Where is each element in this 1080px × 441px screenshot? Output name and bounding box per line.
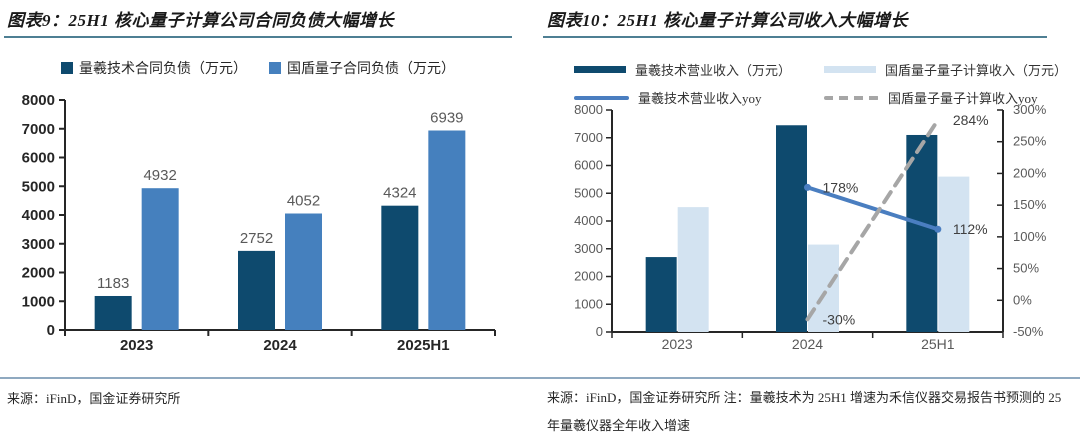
legend-label: 量羲技术合同负债（万元） [79,62,247,77]
y-axis-tick-label: 2000 [22,265,55,282]
legend-item: 国盾量子量子计算收入yoy [824,88,1067,107]
legend-dashed-line-swatch-icon [824,95,879,100]
figure9-title: 图表9：25H1 核心量子计算公司合同负债大幅增长 [7,11,394,30]
left-axis-tick-label: 6000 [574,158,603,173]
x-axis-category-label: 2023 [120,337,153,354]
bar-data-label: 4324 [383,185,416,202]
right-axis-tick-label: 50% [1013,261,1039,276]
left-axis-tick-label: 4000 [574,213,603,228]
line-point-marker [804,183,811,191]
figure9-source-text: 来源：iFinD，国金证券研究所 [7,391,181,406]
bar [808,244,839,332]
yoy-point-label: 284% [953,112,989,128]
y-axis-tick-label: 0 [47,322,55,339]
right-axis-tick-label: 250% [1013,134,1047,149]
left-axis-tick-label: 2000 [574,269,603,284]
figure10-combo-chart: 0 1000 2000 3000 4000 5000 6000 7000 8000 -50% 0% 5… [574,102,1047,352]
y-axis-tick-label: 6000 [22,150,55,167]
figure9-footer-rule [0,377,540,379]
legend-label: 国盾量子量子计算收入（万元） [885,63,1068,78]
legend-label: 国盾量子合同负债（万元） [287,62,455,77]
figure9-title-rule [4,36,512,38]
yoy-point-label: 178% [823,179,859,195]
figure9-panel: 图表9：25H1 核心量子计算公司合同负债大幅增长 量羲技术合同负债（万元） 国盾… [0,11,540,407]
bar [677,207,709,332]
figure10-note-text: 注：量羲技术为 25H1 增速为禾信仪器交易报告书预测的 25 年量羲仪器全年收… [547,390,1062,433]
legend-item: 国盾量子量子计算收入（万元） [824,60,1067,79]
legend-item: 量羲技术营业收入（万元） [574,60,824,79]
yoy-point-label: 112% [953,221,988,237]
legend-item: 国盾量子合同负债（万元） [269,58,455,78]
left-axis-tick-label: 0 [596,324,603,339]
figure10-source: 来源：iFinD，国金证券研究所 注：量羲技术为 25H1 增速为禾信仪器交易报… [547,384,1072,440]
bar-data-label: 4052 [287,193,320,210]
bar [381,205,419,330]
bar [776,125,807,332]
bar-data-label: 1183 [97,275,129,292]
y-axis-tick-label: 5000 [22,178,55,195]
y-axis-tick-label: 8000 [22,92,55,109]
figure10-title-rule [543,36,1047,38]
left-axis-tick-label: 3000 [574,241,603,256]
legend-bar-swatch-icon [824,66,876,73]
figure10-legend: 量羲技术营业收入（万元） 国盾量子量子计算收入（万元） 量羲技术营业收入yoy 国盾量… [574,60,1067,107]
legend-item: 量羲技术营业收入yoy [574,88,824,107]
right-axis-tick-label: 150% [1013,197,1047,212]
y-axis-tick-label: 3000 [22,236,55,253]
yoy-point-label: -30% [823,311,856,327]
right-axis-tick-label: 0% [1013,292,1032,307]
x-axis-category-label: 2025H1 [397,337,450,354]
bar [238,250,275,330]
yoy-dashed-line [805,118,940,322]
bar [906,134,938,332]
x-axis-category-label: 25H1 [921,336,955,352]
bar [94,295,132,330]
legend-bar-swatch-icon [574,66,626,73]
y-axis-tick-label: 7000 [22,121,55,138]
legend-label: 量羲技术营业收入（万元） [635,63,792,78]
bar [141,188,179,330]
left-axis-tick-label: 7000 [574,130,603,145]
y-axis-tick-label: 1000 [22,293,55,310]
bar-data-label: 6939 [430,110,463,127]
right-axis-tick-label: 100% [1013,229,1047,244]
figure10-source-text: 来源：iFinD，国金证券研究所 [547,390,721,405]
figure9-bar-chart: 0 1000 2000 3000 4000 5000 6000 7000 8000 2023 202… [22,92,496,354]
x-axis-category-label: 2023 [662,336,693,352]
y-axis-tick-label: 4000 [22,207,55,224]
legend-square-swatch-icon [61,62,73,74]
left-axis-tick-label: 1000 [574,296,603,311]
legend-square-swatch-icon [269,62,281,74]
left-axis-tick-label: 8000 [574,102,603,117]
bar [938,176,970,332]
legend-label: 量羲技术营业收入yoy [638,91,762,106]
left-axis-tick-label: 5000 [574,185,603,200]
line-point-marker [934,225,942,233]
bar [645,257,677,332]
yoy-line [805,185,940,232]
bar [428,130,466,330]
bar-data-label: 4932 [143,167,176,184]
x-axis-category-label: 2024 [263,337,297,354]
figure10-panel: 图表10：25H1 核心量子计算公司收入大幅增长 量羲技术营业收入（万元） 国盾量… [540,0,1080,441]
legend-line-swatch-icon [574,95,629,100]
bar-data-label: 2752 [240,230,273,247]
figure9-source: 来源：iFinD，国金证券研究所 [7,388,532,407]
right-axis-tick-label: 200% [1013,165,1047,180]
bar [285,213,322,330]
right-axis-tick-label: -50% [1013,324,1044,339]
right-axis-tick-label: 300% [1013,102,1047,117]
legend-item: 量羲技术合同负债（万元） [61,58,247,78]
figure10-title: 图表10：25H1 核心量子计算公司收入大幅增长 [547,11,908,30]
figure10-footer-rule [540,377,1080,379]
x-axis-category-label: 2024 [792,336,823,352]
legend-label: 国盾量子量子计算收入yoy [888,91,1038,106]
figure9-legend: 量羲技术合同负债（万元） 国盾量子合同负债（万元） [8,58,508,78]
